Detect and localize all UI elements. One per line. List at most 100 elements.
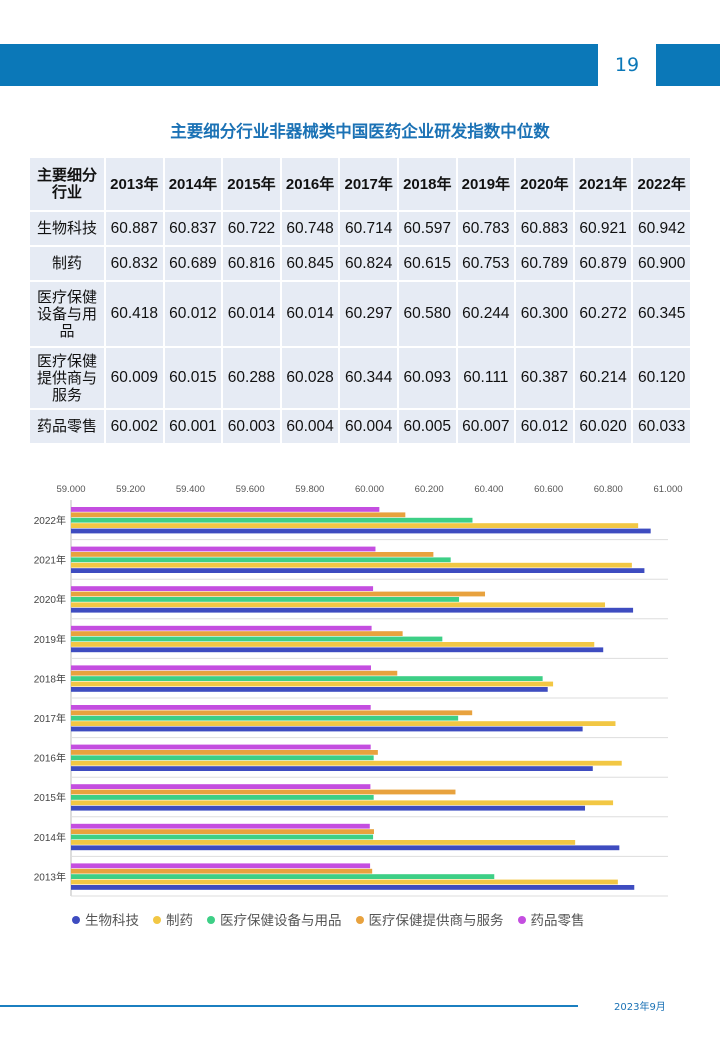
table-cell: 60.887	[106, 212, 163, 245]
legend-marker	[207, 916, 215, 924]
legend-marker	[153, 916, 161, 924]
bar-5	[71, 744, 371, 750]
bar-5	[71, 586, 374, 591]
x-tick-label: 61.000	[653, 484, 682, 495]
table-header-year: 2015年	[223, 158, 280, 210]
bar-1	[71, 845, 620, 851]
legend-label: 制药	[166, 913, 193, 929]
table-cell: 60.014	[223, 282, 280, 346]
header-bar	[0, 44, 598, 86]
y-tick-label: 2022年	[34, 514, 66, 527]
bar-chart: 59.000 59.200 59.400 59.600 59.800 60.000 60.2…	[34, 484, 683, 897]
header-bar-right	[656, 44, 720, 86]
table-cell: 60.845	[281, 247, 339, 280]
x-tick-label: 60.600	[534, 484, 563, 495]
x-tick-label: 60.400	[474, 484, 503, 495]
x-tick-label: 59.000	[56, 484, 85, 495]
bar-1	[71, 885, 635, 890]
table-cell: 60.748	[281, 212, 339, 245]
bar-4	[71, 512, 406, 518]
table-header-year: 2020年	[516, 158, 573, 210]
bar-2	[71, 681, 554, 687]
bar-5	[71, 665, 371, 671]
bar-5	[71, 823, 370, 829]
table-header-year: 2014年	[164, 158, 222, 210]
table-cell: 60.288	[223, 348, 280, 408]
table-cell: 60.900	[633, 247, 690, 280]
table-cell: 60.689	[164, 247, 222, 280]
page-number: 19	[614, 54, 640, 76]
legend-item: 药品零售	[517, 909, 585, 929]
y-tick-label: 2015年	[34, 791, 66, 804]
y-tick-label: 2021年	[34, 554, 66, 567]
table-header-year: 2016年	[281, 158, 339, 210]
table-cell: 60.001	[164, 410, 222, 443]
bar-3	[71, 557, 451, 563]
table-cell: 60.244	[457, 282, 515, 346]
bar-2	[71, 562, 632, 568]
table-cell: 60.014	[281, 282, 339, 346]
table-row-name: 制药	[30, 247, 104, 280]
y-tick-label: 2013年	[34, 870, 66, 883]
bar-1	[71, 805, 586, 811]
table-row-name: 生物科技	[30, 212, 104, 245]
table-cell: 60.012	[516, 410, 573, 443]
table-cell: 60.753	[457, 247, 515, 280]
table-cell: 60.580	[398, 282, 456, 346]
bar-2	[71, 642, 595, 647]
footer-date: 2023年9月	[614, 1002, 666, 1013]
table-row: 制药 60.832 60.689 60.816 60.845 60.824 60.615 60…	[30, 247, 690, 280]
table-cell: 60.004	[281, 410, 339, 443]
bar-5	[71, 863, 371, 869]
legend-item: 生物科技	[72, 909, 139, 929]
x-tick-label: 60.200	[415, 484, 444, 495]
bar-5	[71, 705, 371, 710]
table-cell: 60.783	[457, 212, 515, 245]
table-cell: 60.214	[574, 348, 632, 408]
table-row: 生物科技 60.887 60.837 60.722 60.748 60.714 60.597…	[30, 212, 690, 245]
legend-item: 制药	[153, 909, 193, 929]
y-tick-label: 2020年	[34, 593, 66, 606]
table-row: 药品零售 60.002 60.001 60.003 60.004 60.004 60.005…	[30, 410, 690, 443]
table-cell: 60.300	[516, 282, 573, 346]
table-cell: 60.714	[340, 212, 397, 245]
bar-1	[71, 726, 583, 732]
table-cell: 60.120	[633, 348, 690, 408]
bar-2	[71, 760, 622, 766]
bar-1	[71, 528, 651, 534]
bar-3	[71, 715, 459, 721]
table-cell: 60.297	[340, 282, 397, 346]
legend-marker	[72, 916, 80, 924]
bar-3	[71, 874, 495, 879]
bar-5	[71, 784, 371, 789]
bar-4	[71, 710, 473, 716]
table-cell: 60.345	[633, 282, 690, 346]
table-header-category: 主要细分 行业	[30, 158, 104, 210]
table-row-name: 医疗保健 设备与用 品	[30, 282, 104, 346]
y-tick-label: 2014年	[34, 831, 66, 844]
table-cell: 60.615	[398, 247, 456, 280]
table-cell: 60.387	[516, 348, 573, 408]
bar-1	[71, 687, 548, 692]
x-tick-label: 59.200	[116, 484, 145, 495]
table-cell: 60.272	[574, 282, 632, 346]
bar-4	[71, 789, 456, 795]
y-tick-label: 2018年	[34, 672, 66, 685]
bar-5	[71, 546, 376, 552]
x-tick-label: 60.800	[594, 484, 623, 495]
table-row-name: 药品零售	[30, 410, 104, 443]
bar-1	[71, 568, 645, 573]
table-cell: 60.879	[574, 247, 632, 280]
bar-1	[71, 647, 604, 653]
legend-label: 医疗保健设备与用品	[220, 913, 342, 929]
bar-2	[71, 800, 614, 806]
legend-item: 医疗保健提供商与服务	[355, 909, 504, 929]
bar-3	[71, 636, 443, 642]
table-cell: 60.921	[574, 212, 632, 245]
legend-label: 生物科技	[85, 913, 139, 929]
bar-4	[71, 552, 434, 557]
y-tick-label: 2016年	[34, 752, 66, 765]
table-row: 医疗保健 提供商与 服务 60.009 60.015 60.288 60.028 60.3…	[30, 348, 690, 408]
table-cell: 60.002	[106, 410, 163, 443]
table-header-year: 2022年	[633, 158, 690, 210]
